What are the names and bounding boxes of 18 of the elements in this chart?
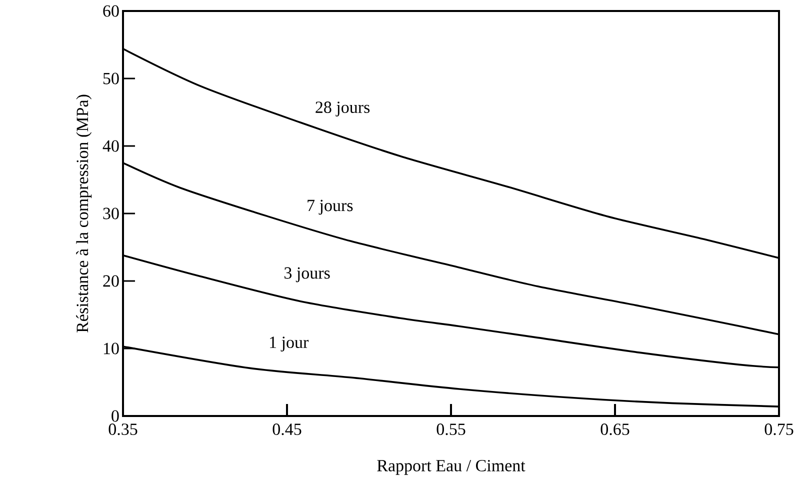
series-label: 3 jours [284, 267, 330, 282]
x-tick-label: 0.55 [436, 424, 466, 436]
x-tick-label: 0.65 [600, 424, 630, 436]
x-axis-title: Rapport Eau / Ciment [377, 460, 526, 475]
x-tick-label: 0.35 [108, 424, 138, 436]
series-label: 1 jour [270, 336, 309, 352]
x-tick-label: 0.45 [272, 424, 302, 436]
y-tick-label: 10 [104, 342, 119, 354]
y-tick-label: 20 [103, 275, 119, 287]
x-tick-label: 0.75 [764, 424, 794, 436]
series-label: 28 jours [316, 102, 370, 116]
series-label: 7 jours [308, 200, 353, 215]
y-tick-label: 0 [112, 410, 119, 422]
y-tick-label: 50 [103, 72, 119, 84]
y-tick-label: 40 [102, 140, 119, 152]
y-axis-title: Résistance à la compression (MPa) [76, 94, 92, 332]
y-tick-label: 30 [103, 208, 119, 220]
y-tick-label: 60 [103, 5, 119, 17]
